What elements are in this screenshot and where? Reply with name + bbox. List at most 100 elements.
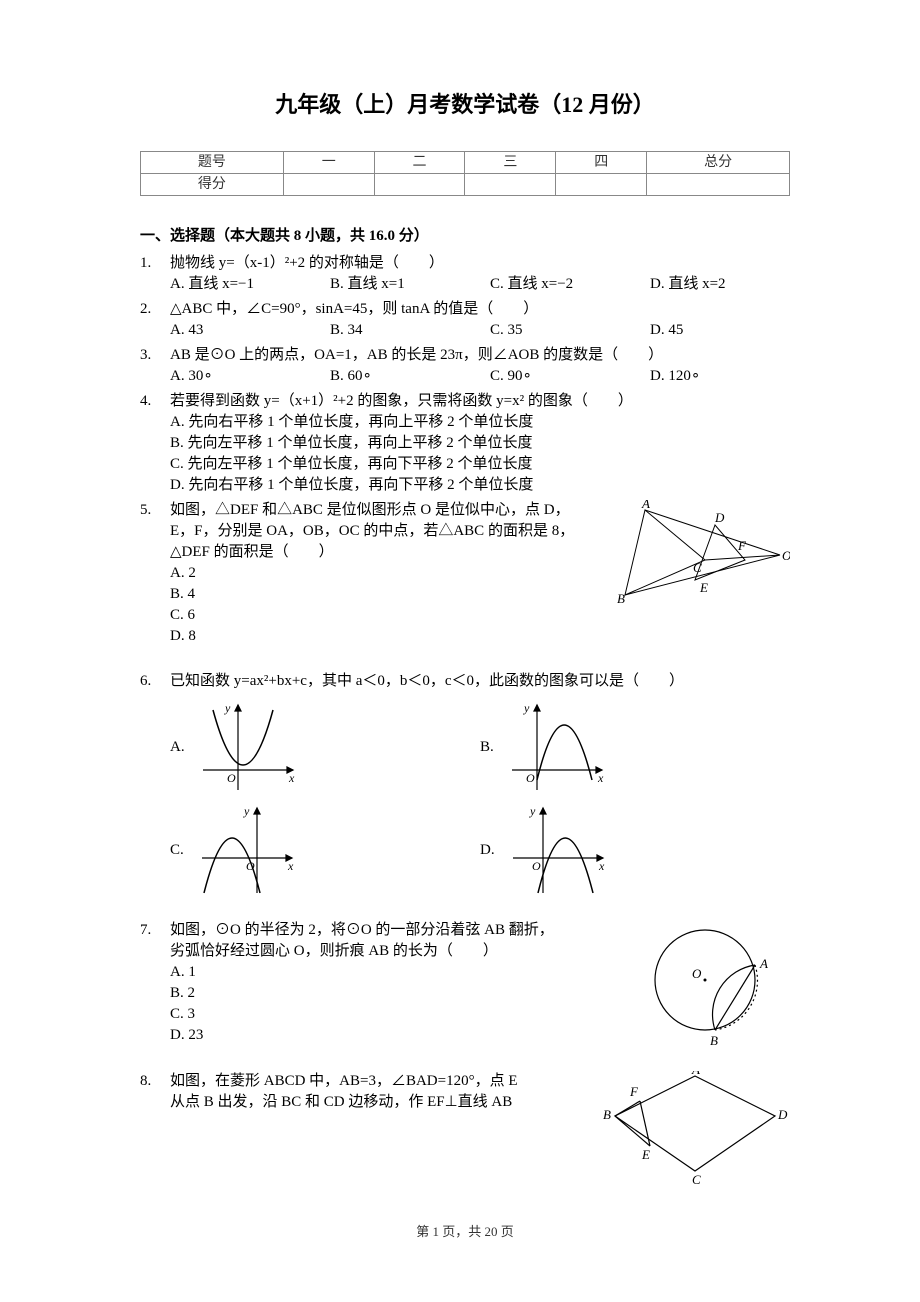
q8-stem2: 从点 B 出发，沿 BC 和 CD 边移动，作 EF⊥直线 AB <box>170 1092 590 1113</box>
q7-C: C. 3 <box>170 1004 630 1025</box>
score-table: 题号 一 二 三 四 总分 得分 <box>140 151 790 196</box>
q5-D: D. 8 <box>170 626 605 647</box>
q5-num: 5. <box>140 500 170 647</box>
q6-B: B. <box>480 737 494 758</box>
q5-stem3: △DEF 的面积是（ ） <box>170 542 605 563</box>
question-1: 1. 抛物线 y=（x-1）²+2 的对称轴是（ ） A. 直线 x=−1 B.… <box>140 253 790 295</box>
svg-text:O: O <box>692 966 702 981</box>
q3-stem: AB 是⊙O 上的两点，OA=1，AB 的长是 23π，则∠AOB 的度数是（ … <box>170 345 790 366</box>
page-footer: 第 1 页，共 20 页 <box>140 1223 790 1241</box>
q5-A: A. 2 <box>170 563 605 584</box>
svg-text:x: x <box>598 859 605 873</box>
q3-A: A. 30∘ <box>170 366 290 387</box>
q1-C: C. 直线 x=−2 <box>490 274 610 295</box>
q6-graph-C: x y O <box>192 803 302 898</box>
svg-text:x: x <box>288 771 295 785</box>
q7-B: B. 2 <box>170 983 630 1004</box>
q8-stem1: 如图，在菱形 ABCD 中，AB=3，∠BAD=120°，点 E <box>170 1071 590 1092</box>
svg-text:y: y <box>243 804 250 818</box>
q3-D: D. 120∘ <box>650 366 700 387</box>
lbl-F: F <box>737 538 747 553</box>
th-5: 总分 <box>647 151 790 173</box>
q6-graph-D: x y O <box>503 803 613 898</box>
q8-figure: A B C D E F <box>600 1071 790 1193</box>
cell <box>647 173 790 195</box>
svg-text:F: F <box>629 1084 639 1099</box>
q6-graph-B: x y O <box>502 700 612 795</box>
q5-C: C. 6 <box>170 605 605 626</box>
q3-C: C. 90∘ <box>490 366 610 387</box>
q3-num: 3. <box>140 345 170 387</box>
q7-figure: O A B <box>640 920 790 1057</box>
svg-text:B: B <box>603 1107 611 1122</box>
section-head: 一、选择题（本大题共 8 小题，共 16.0 分） <box>140 226 790 247</box>
th-1: 一 <box>283 151 374 173</box>
q4-C: C. 先向左平移 1 个单位长度，再向下平移 2 个单位长度 <box>170 454 790 475</box>
svg-text:O: O <box>246 859 255 873</box>
q2-num: 2. <box>140 299 170 341</box>
question-3: 3. AB 是⊙O 上的两点，OA=1，AB 的长是 23π，则∠AOB 的度数… <box>140 345 790 387</box>
question-5: 5. 如图，△DEF 和△ABC 是位似图形点 O 是位似中心，点 D， E，F… <box>140 500 790 647</box>
cell <box>465 173 556 195</box>
q5-stem2: E，F，分别是 OA，OB，OC 的中点，若△ABC 的面积是 8， <box>170 521 605 542</box>
q6-num: 6. <box>140 671 170 906</box>
q6-stem: 已知函数 y=ax²+bx+c，其中 a＜0，b＜0，c＜0，此函数的图象可以是… <box>170 671 790 692</box>
svg-text:x: x <box>287 859 294 873</box>
row2-label: 得分 <box>141 173 284 195</box>
q7-stem1: 如图，⊙O 的半径为 2，将⊙O 的一部分沿着弦 AB 翻折， <box>170 920 630 941</box>
q2-D: D. 45 <box>650 320 683 341</box>
question-8: 8. 如图，在菱形 ABCD 中，AB=3，∠BAD=120°，点 E 从点 B… <box>140 1071 790 1193</box>
q2-C: C. 35 <box>490 320 610 341</box>
question-4: 4. 若要得到函数 y=（x+1）²+2 的图象，只需将函数 y=x² 的图象（… <box>140 391 790 496</box>
svg-text:O: O <box>532 859 541 873</box>
q6-C: C. <box>170 840 184 861</box>
lbl-E: E <box>699 580 708 595</box>
q4-D: D. 先向右平移 1 个单位长度，再向下平移 2 个单位长度 <box>170 475 790 496</box>
svg-text:y: y <box>224 701 231 715</box>
q2-A: A. 43 <box>170 320 290 341</box>
svg-text:y: y <box>529 804 536 818</box>
question-6: 6. 已知函数 y=ax²+bx+c，其中 a＜0，b＜0，c＜0，此函数的图象… <box>140 671 790 906</box>
lbl-C: C <box>693 560 702 575</box>
question-7: 7. 如图，⊙O 的半径为 2，将⊙O 的一部分沿着弦 AB 翻折， 劣弧恰好经… <box>140 920 790 1057</box>
q7-A: A. 1 <box>170 962 630 983</box>
q8-num: 8. <box>140 1071 170 1193</box>
svg-text:B: B <box>710 1033 718 1048</box>
q5-figure: A B C D E F O <box>615 500 790 647</box>
th-4: 四 <box>556 151 647 173</box>
q5-stem1: 如图，△DEF 和△ABC 是位似图形点 O 是位似中心，点 D， <box>170 500 605 521</box>
q4-stem: 若要得到函数 y=（x+1）²+2 的图象，只需将函数 y=x² 的图象（ ） <box>170 391 790 412</box>
svg-text:O: O <box>227 771 236 785</box>
svg-text:D: D <box>777 1107 788 1122</box>
q6-A: A. <box>170 737 185 758</box>
q7-num: 7. <box>140 920 170 1057</box>
q1-A: A. 直线 x=−1 <box>170 274 290 295</box>
th-2: 二 <box>374 151 465 173</box>
q6-D: D. <box>480 840 495 861</box>
q1-stem: 抛物线 y=（x-1）²+2 的对称轴是（ ） <box>170 253 790 274</box>
page-title: 九年级（上）月考数学试卷（12 月份） <box>140 90 790 121</box>
cell <box>374 173 465 195</box>
q7-D: D. 23 <box>170 1025 630 1046</box>
q3-B: B. 60∘ <box>330 366 450 387</box>
lbl-D: D <box>714 510 725 525</box>
lbl-B: B <box>617 591 625 606</box>
cell <box>283 173 374 195</box>
q2-stem: △ABC 中，∠C=90°，sinA=45，则 tanA 的值是（ ） <box>170 299 790 320</box>
svg-text:x: x <box>597 771 604 785</box>
svg-text:A: A <box>759 956 768 971</box>
svg-text:A: A <box>691 1071 700 1077</box>
q4-B: B. 先向左平移 1 个单位长度，再向上平移 2 个单位长度 <box>170 433 790 454</box>
th-3: 三 <box>465 151 556 173</box>
q6-graph-A: x y O <box>193 700 303 795</box>
q1-B: B. 直线 x=1 <box>330 274 450 295</box>
q5-B: B. 4 <box>170 584 605 605</box>
q7-stem2: 劣弧恰好经过圆心 O，则折痕 AB 的长为（ ） <box>170 941 630 962</box>
svg-text:y: y <box>523 701 530 715</box>
svg-text:C: C <box>692 1172 701 1186</box>
lbl-O: O <box>782 548 790 563</box>
svg-text:O: O <box>526 771 535 785</box>
th-0: 题号 <box>141 151 284 173</box>
lbl-A: A <box>641 500 650 511</box>
q1-num: 1. <box>140 253 170 295</box>
